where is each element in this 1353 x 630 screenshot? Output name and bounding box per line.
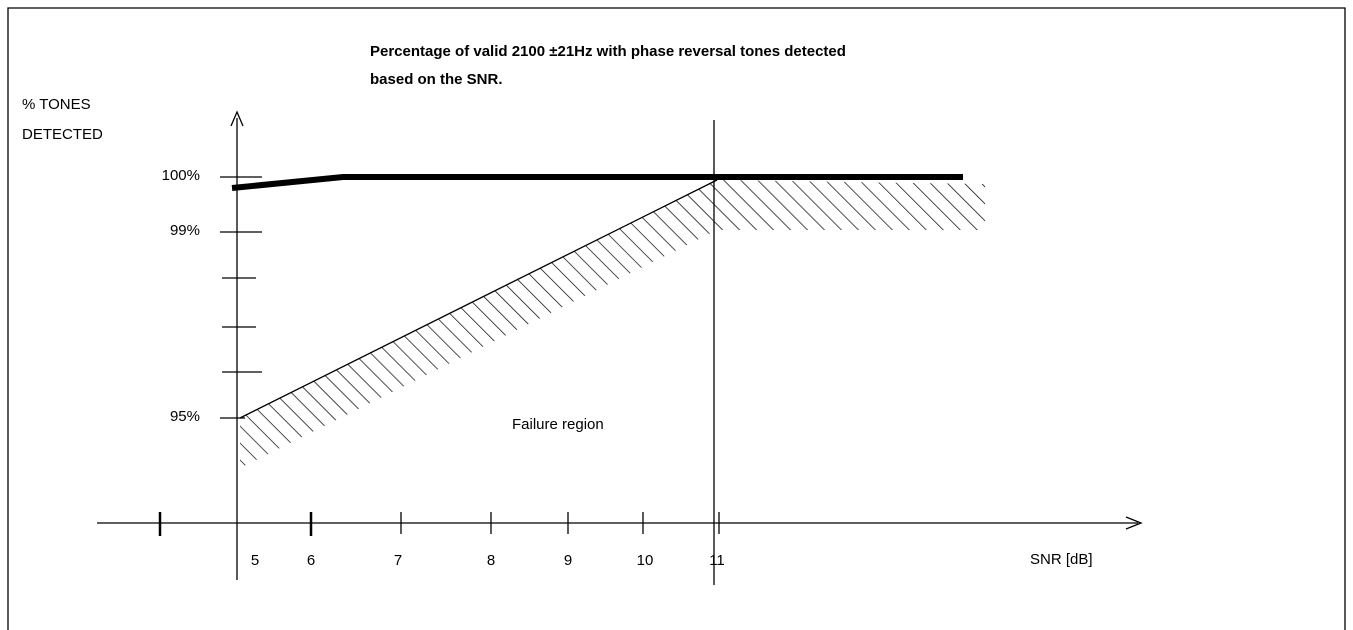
- failure-hatch: [240, 180, 985, 468]
- x-tick-label: 10: [637, 552, 654, 569]
- x-tick-label: 9: [564, 552, 572, 569]
- x-axis-arrow: [1125, 516, 1143, 530]
- x-tick-label: 6: [307, 552, 315, 569]
- y-tick-label: 95%: [170, 408, 200, 425]
- x-axis-label: SNR [dB]: [1030, 551, 1093, 568]
- x-tick-label: 8: [487, 552, 495, 569]
- detection-curve: [231, 174, 963, 191]
- y-tick-label: 100%: [162, 167, 200, 184]
- title-line: Percentage of valid 2100 ±21Hz with phas…: [370, 43, 846, 60]
- title-line: based on the SNR.: [370, 71, 503, 88]
- y-tick-label: 99%: [170, 222, 200, 239]
- x-tick-label: 11: [709, 552, 725, 569]
- y-axis-label: DETECTED: [22, 126, 103, 143]
- y-axis-arrow: [230, 110, 244, 127]
- x-tick-label: 7: [394, 552, 402, 569]
- x-tick-label: 5: [251, 552, 259, 569]
- threshold-line: [239, 179, 718, 419]
- region-label: Failure region: [512, 416, 604, 433]
- y-axis-label: % TONES: [22, 96, 91, 113]
- frame: [7, 7, 1346, 630]
